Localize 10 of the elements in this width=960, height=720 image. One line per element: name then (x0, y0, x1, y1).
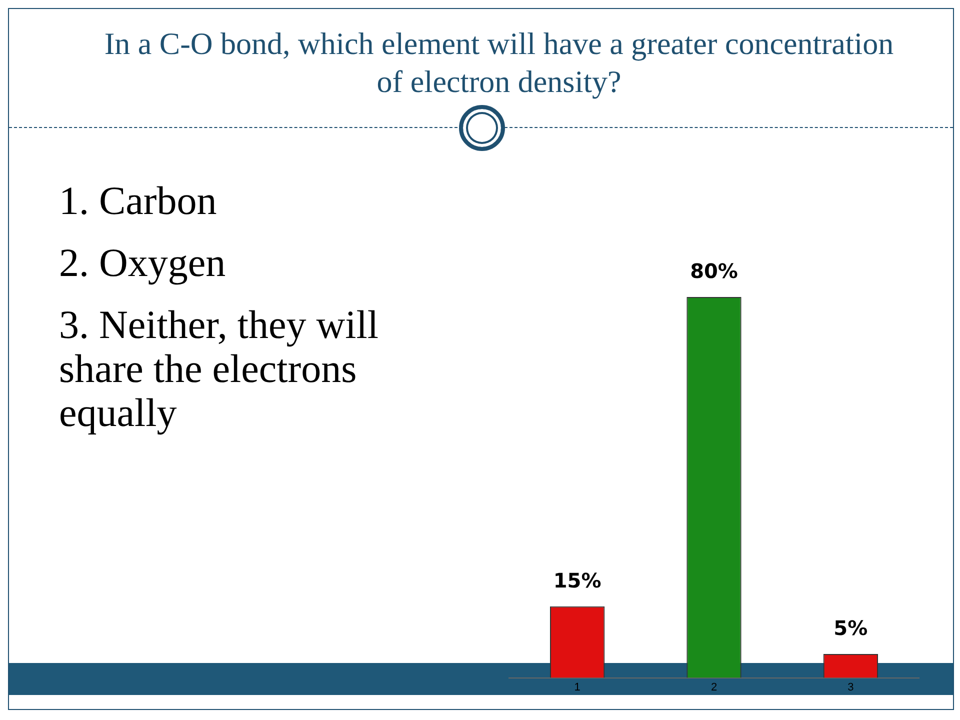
data-label: 80% (690, 259, 738, 284)
chart-title: In a C-O bond, which element will have a greater concentration of electron density? (103, 25, 895, 101)
data-label: 15% (553, 568, 602, 593)
text: 3. Neither, they will share the electrons equally (59, 302, 380, 435)
x-tick-label: 2 (710, 681, 718, 694)
x-tick-label: 3 (848, 681, 854, 694)
text: 2. Oxygen (59, 240, 227, 285)
data-label: 5% (834, 616, 868, 640)
text: 1. Carbon (59, 178, 218, 223)
x-tick-label: 1 (574, 681, 580, 694)
